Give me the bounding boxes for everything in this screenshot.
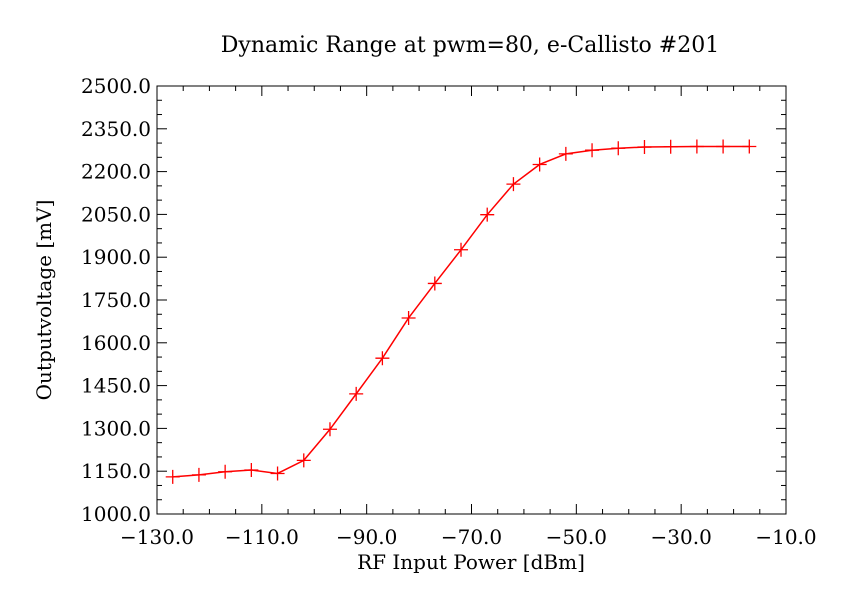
data-point [716, 139, 731, 154]
data-point [218, 464, 233, 479]
x-tick-label: −10.0 [755, 525, 816, 549]
x-tick-label: −70.0 [441, 525, 502, 549]
y-tick-label: 1150.0 [81, 459, 151, 483]
series-group [165, 139, 757, 484]
y-axis: 1000.0 1150.0 1300.0 1450.0 1600.0 1750.0 1900… [81, 74, 786, 526]
data-point [637, 140, 652, 155]
y-tick-label: 1600.0 [81, 331, 151, 355]
x-tick-label: −110.0 [225, 525, 299, 549]
y-tick-label: 2500.0 [81, 74, 151, 98]
data-point [480, 207, 495, 222]
x-tick-label: −90.0 [336, 525, 397, 549]
data-point [689, 139, 704, 154]
data-point [663, 139, 678, 154]
data-point [427, 276, 442, 291]
x-tick-label: −130.0 [120, 525, 194, 549]
data-point [322, 422, 337, 437]
y-tick-label: 1750.0 [81, 288, 151, 312]
x-axis: −130.0 −110.0 −90.0 −70.0 −50.0 −30.0 −10.0 [120, 86, 817, 549]
data-point [532, 157, 547, 172]
data-point [244, 463, 259, 478]
data-point [506, 177, 521, 192]
data-point [585, 143, 600, 158]
y-axis-label: Outputvoltage [mV] [32, 200, 56, 401]
x-tick-label: −50.0 [546, 525, 607, 549]
series-line [172, 145, 750, 478]
y-tick-label: 2050.0 [81, 202, 151, 226]
data-point [296, 453, 311, 468]
data-point [558, 146, 573, 161]
y-tick-label: 2200.0 [81, 160, 151, 184]
data-point [611, 141, 626, 156]
data-point [165, 469, 180, 484]
y-tick-label: 1300.0 [81, 416, 151, 440]
x-axis-label: RF Input Power [dBm] [357, 550, 585, 574]
y-tick-label: 1450.0 [81, 374, 151, 398]
data-point [270, 466, 285, 481]
data-point [401, 310, 416, 325]
y-tick-label: 2350.0 [81, 117, 151, 141]
x-tick-label: −30.0 [651, 525, 712, 549]
chart-title: Dynamic Range at pwm=80, e-Callisto #201 [221, 33, 719, 58]
data-point [191, 467, 206, 482]
data-point [742, 139, 757, 154]
data-point [349, 386, 364, 401]
data-point [454, 242, 469, 257]
y-tick-label: 1900.0 [81, 245, 151, 269]
plot-frame [156, 85, 787, 515]
y-tick-label: 1000.0 [81, 502, 151, 526]
data-point [375, 351, 390, 366]
